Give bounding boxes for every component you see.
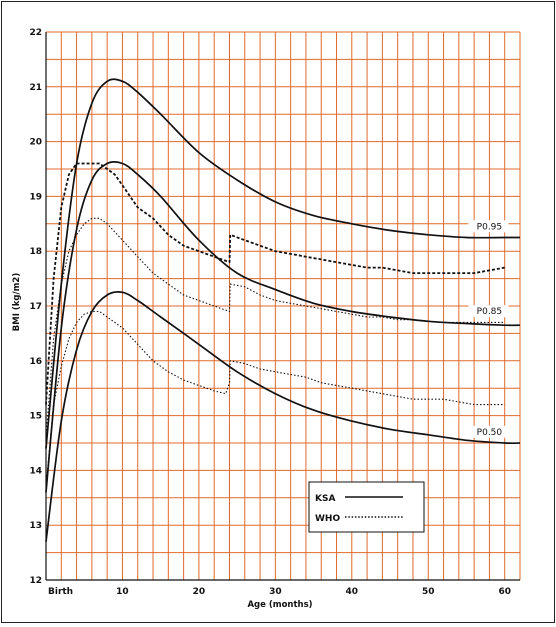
tick-labels: 12 13 14 15 16 17 18 19 20 21 22 Birth 10 20 30 40 50 60 — [29, 28, 511, 597]
x-tick-label: 60 — [498, 587, 511, 597]
legend-label-ksa: KSA — [315, 494, 335, 504]
series-line-ksa-p050 — [45, 291, 521, 542]
series-line-ksa-p095 — [45, 78, 520, 449]
x-tick-label: 30 — [269, 587, 282, 597]
y-axis-label: BMI (kg/m2) — [12, 273, 22, 332]
curve-label: P0.85 — [477, 307, 502, 317]
legend: KSA WHO — [308, 481, 425, 533]
x-tick-label: Birth — [48, 587, 73, 597]
y-tick-label: 19 — [29, 192, 42, 202]
curve-label: P0.95 — [477, 222, 502, 232]
y-tick-label: 18 — [29, 247, 42, 257]
series-line-who-p050 — [45, 310, 505, 487]
x-axis-label: Age (months) — [247, 600, 312, 610]
series-line-who-p085 — [45, 217, 505, 438]
series-line-who-p095 — [45, 162, 505, 405]
x-tick-label: 50 — [422, 587, 435, 597]
chart-grid — [45, 31, 521, 581]
curve-labels: P0.95 P0.85 P0.50 — [468, 220, 509, 438]
legend-label-who: WHO — [315, 514, 340, 524]
y-tick-label: 13 — [29, 521, 42, 531]
y-tick-label: 20 — [29, 138, 42, 148]
curve-label-bg — [468, 220, 509, 233]
y-tick-label: 14 — [29, 466, 42, 476]
x-tick-label: 40 — [346, 587, 359, 597]
y-tick-label: 21 — [29, 83, 42, 93]
y-tick-label: 15 — [29, 412, 42, 422]
curve-label-bg — [468, 305, 509, 318]
legend-box — [308, 481, 425, 533]
y-tick-label: 22 — [29, 28, 42, 38]
y-tick-label: 16 — [29, 357, 42, 367]
curve-label: P0.50 — [477, 428, 503, 438]
x-tick-label: 20 — [193, 587, 206, 597]
chart-series — [45, 78, 521, 542]
y-tick-label: 12 — [29, 576, 42, 586]
y-tick-label: 17 — [29, 302, 42, 312]
x-tick-label: 10 — [116, 587, 129, 597]
curve-label-bg — [468, 425, 509, 438]
